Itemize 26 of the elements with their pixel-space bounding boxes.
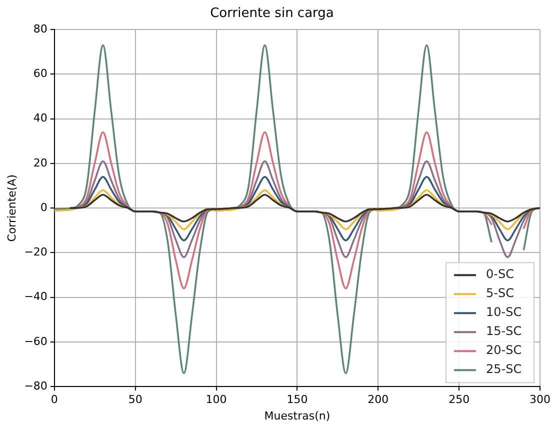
legend-label: 10-SC [486, 305, 522, 320]
x-tick-label: 200 [368, 393, 389, 406]
y-tick-label: 80 [33, 22, 48, 36]
y-tick-label: −20 [24, 246, 48, 259]
y-tick-label: 40 [33, 112, 48, 125]
legend-label: 5-SC [486, 286, 514, 300]
legend-label: 20-SC [486, 343, 522, 358]
y-tick-label: −80 [24, 379, 48, 392]
x-tick-label: 250 [448, 393, 470, 406]
y-tick-label: −40 [24, 290, 48, 304]
x-tick-label: 0 [50, 393, 58, 406]
x-axis-title: Muestras(n) [264, 409, 330, 422]
line-series [70, 194, 540, 222]
x-tick-label: 150 [286, 393, 308, 406]
legend-label: 15-SC [486, 324, 522, 338]
x-tick-label: 100 [206, 393, 227, 406]
chart-title: Corriente sin carga [210, 6, 334, 22]
y-axis-title: Corriente(A) [5, 174, 18, 242]
legend-label: 0-SC [486, 267, 514, 282]
x-tick-label: 300 [530, 393, 550, 406]
y-tick-label: −60 [24, 334, 48, 348]
x-tick-label: 50 [128, 393, 142, 406]
y-tick-label: 0 [40, 200, 48, 214]
legend-label: 25-SC [486, 362, 522, 376]
y-tick-label: 20 [33, 156, 48, 170]
y-tick-label: 60 [33, 67, 48, 80]
